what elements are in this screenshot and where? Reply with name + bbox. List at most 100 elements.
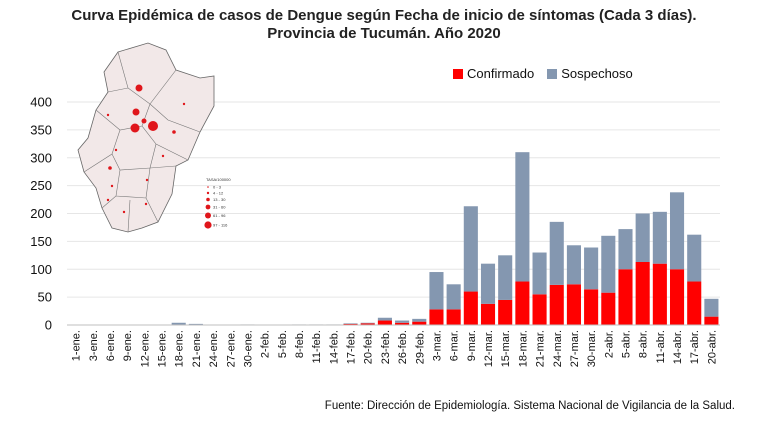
chart-legend: Confirmado Sospechoso — [453, 66, 646, 81]
x-tick-label: 21-mar. — [535, 330, 547, 367]
chart-title-line2: Provincia de Tucumán. Año 2020 — [267, 25, 501, 42]
x-tick-label: 11-abr. — [655, 330, 667, 363]
x-tick-label: 17-feb. — [346, 330, 358, 364]
map-dot — [141, 118, 147, 124]
bar-sospechoso — [687, 234, 702, 282]
x-tick-label: 17-abr. — [689, 330, 701, 364]
bar-confirmado — [669, 269, 685, 325]
legend-item-confirmado: Confirmado — [453, 66, 534, 81]
bar-confirmado — [343, 323, 358, 325]
y-tick-label: 50 — [38, 290, 52, 305]
bar-confirmado — [566, 284, 581, 325]
x-tick-label: 12-ene. — [139, 330, 151, 367]
bar-sospechoso — [669, 192, 685, 270]
map-dot — [135, 84, 143, 92]
map-dot — [122, 210, 126, 214]
x-tick-label: 9-ene. — [122, 330, 134, 361]
map-dot — [172, 130, 176, 134]
bar-sospechoso — [463, 206, 478, 292]
bar-confirmado — [601, 292, 616, 325]
map-department-borders — [83, 51, 201, 233]
x-tick-label: 3-mar. — [431, 330, 443, 361]
x-tick-label: 14-abr. — [672, 330, 684, 364]
legend-swatch-confirmado — [453, 68, 463, 79]
map-legend-range: 31 - 60 — [213, 205, 226, 210]
map-dot — [106, 198, 110, 202]
source-note: Fuente: Dirección de Epidemiología. Sist… — [324, 400, 735, 412]
bar-sospechoso — [171, 322, 186, 325]
x-axis-ticks: 1-ene. 3-ene. 6-ene. 9-ene. 12-ene. 15-ene. 18… — [71, 330, 719, 367]
x-tick-label: 21-ene. — [191, 330, 203, 367]
bar-confirmado — [377, 320, 392, 325]
map-legend-range: 0 - 3 — [213, 185, 222, 190]
epidemic-curve-chart: 0 50 100 150 200 250 300 350 400 1-ene. 3-ene. 6-e… — [30, 42, 720, 367]
bar-sospechoso — [652, 211, 667, 264]
x-tick-label: 5-feb. — [277, 330, 289, 358]
x-tick-label: 3-ene. — [88, 330, 100, 361]
y-tick-label: 200 — [30, 206, 52, 221]
bar-confirmado — [395, 322, 410, 325]
x-tick-label: 5-abr. — [620, 330, 632, 358]
tucuman-map: TASA/100000 0 - 3 4 - 12 13 - 30 31 - 60… — [77, 42, 231, 233]
chart-title-line1: Curva Epidémica de casos de Dengue según… — [71, 7, 697, 24]
bar-confirmado — [549, 284, 564, 325]
bar-confirmado — [532, 294, 547, 325]
bar-sospechoso — [532, 252, 547, 295]
x-tick-label: 18-mar. — [517, 330, 529, 367]
bar-confirmado — [618, 269, 633, 325]
x-tick-label: 11-feb. — [311, 330, 323, 363]
bar-sospechoso — [618, 229, 633, 270]
bar-sospechoso — [412, 318, 427, 322]
map-province-outline — [77, 42, 215, 233]
map-dot — [148, 121, 158, 131]
x-tick-label: 6-ene. — [105, 330, 117, 361]
x-tick-label: 29-feb. — [414, 330, 426, 364]
x-tick-label: 27-mar. — [569, 330, 581, 367]
bar-sospechoso — [549, 221, 564, 285]
bars — [171, 152, 719, 325]
map-legend-range: 61 - 96 — [213, 213, 226, 218]
x-tick-label: 15-ene. — [157, 330, 169, 367]
bar-sospechoso — [188, 323, 203, 325]
bar-confirmado — [446, 309, 461, 325]
bar-confirmado — [498, 299, 513, 325]
x-tick-label: 30-mar. — [586, 330, 598, 367]
bar-sospechoso — [395, 320, 410, 323]
y-tick-label: 150 — [30, 234, 52, 249]
bar-sospechoso — [566, 245, 581, 285]
map-legend-dot — [206, 197, 210, 202]
bar-confirmado — [635, 262, 650, 325]
x-tick-label: 23-feb. — [380, 330, 392, 364]
bar-sospechoso — [480, 263, 496, 304]
x-tick-label: 20-feb. — [363, 330, 375, 364]
x-tick-label: 18-ene. — [174, 330, 186, 367]
bar-confirmado — [652, 263, 667, 325]
x-tick-label: 24-ene. — [208, 330, 220, 367]
bar-confirmado — [480, 303, 496, 325]
bar-sospechoso — [498, 255, 513, 300]
x-tick-label: 15-mar. — [500, 330, 512, 367]
legend-label-sospechoso: Sospechoso — [561, 66, 633, 81]
y-axis-ticks: 0 50 100 150 200 250 300 350 400 — [30, 95, 52, 333]
map-dot — [108, 166, 112, 170]
x-tick-label: 20-abr. — [706, 330, 718, 364]
x-tick-label: 6-mar. — [449, 330, 461, 361]
y-tick-label: 0 — [45, 318, 52, 333]
map-legend-dot — [205, 212, 211, 219]
bar-sospechoso — [635, 213, 650, 263]
map-dot — [161, 154, 165, 158]
map-dot — [144, 202, 148, 206]
bar-sospechoso — [601, 235, 616, 293]
x-tick-label: 26-feb. — [397, 330, 409, 364]
x-tick-label: 9-mar. — [466, 330, 478, 361]
bar-sospechoso — [584, 247, 599, 290]
x-tick-label: 14-feb. — [328, 330, 340, 364]
legend-label-confirmado: Confirmado — [467, 66, 535, 81]
map-dot — [130, 123, 140, 133]
y-tick-label: 300 — [30, 150, 52, 165]
x-tick-label: 2-feb. — [260, 330, 272, 358]
bar-confirmado — [584, 289, 599, 325]
x-tick-label: 24-mar. — [552, 330, 564, 367]
x-tick-label: 2-abr. — [603, 330, 615, 358]
x-tick-label: 1-ene. — [71, 330, 83, 361]
